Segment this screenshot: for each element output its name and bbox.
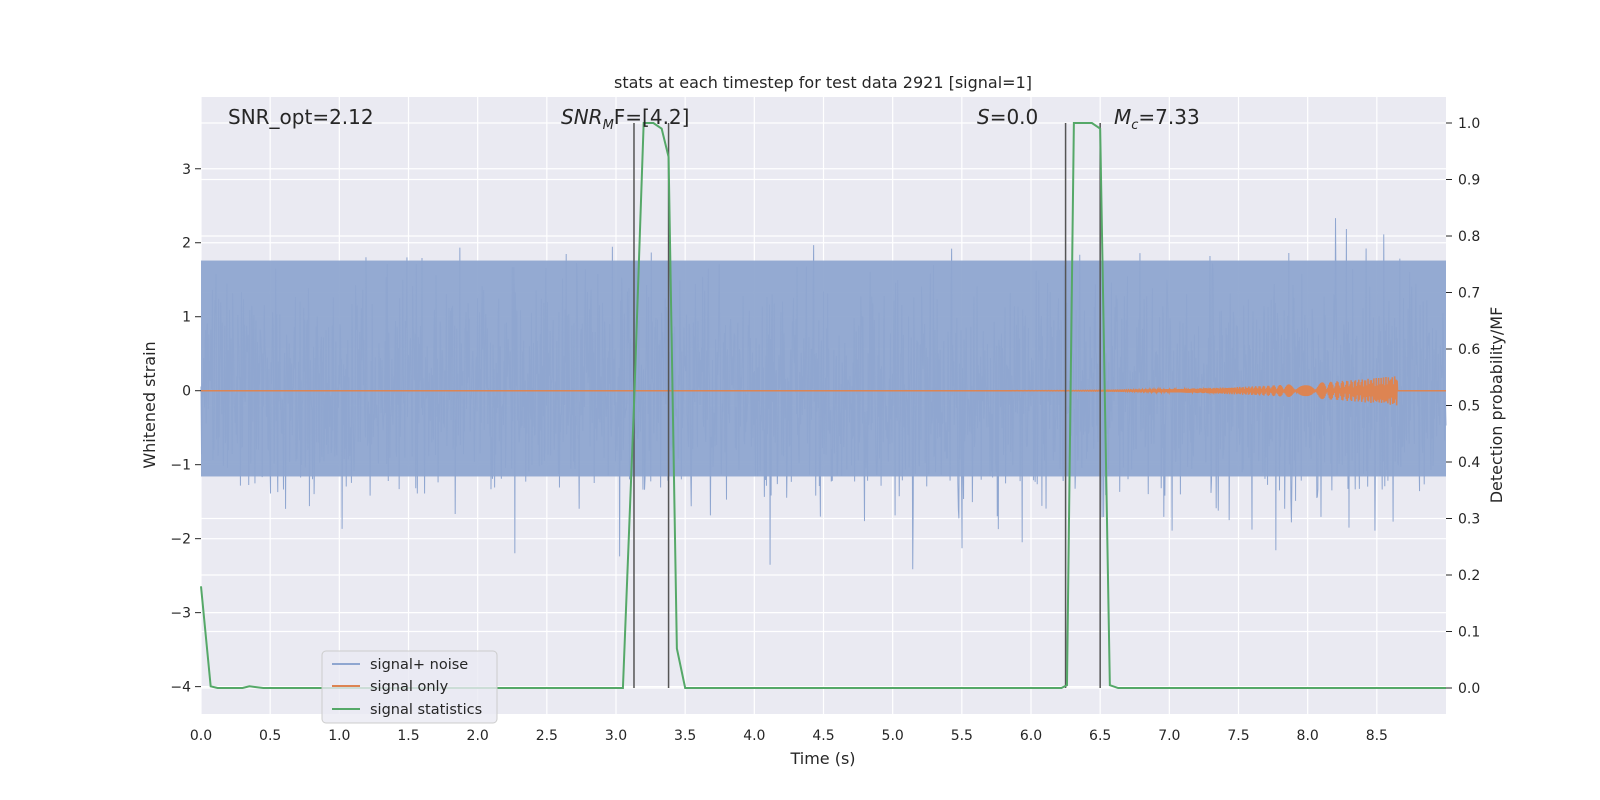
x-tick-label: 2.0	[467, 728, 489, 744]
legend-label-signal-noise: signal+ noise	[370, 657, 468, 673]
y-left-tick-labels: 3 2 1 0 −1 −2 −3 −4	[170, 162, 201, 696]
x-tick-label: 4.0	[743, 728, 765, 744]
x-tick-label: 0.0	[190, 728, 212, 744]
legend: signal+ noise signal only signal statist…	[321, 650, 498, 724]
x-tick-label: 1.5	[397, 728, 419, 744]
y-right-tick-label: 0.0	[1458, 681, 1480, 697]
x-tick-label: 5.5	[951, 728, 973, 744]
y-right-tick-label: 0.7	[1458, 285, 1480, 301]
annotation-mc-main: M	[1114, 105, 1131, 129]
annotation-s-main: S	[977, 105, 990, 129]
y-right-tick-label: 1.0	[1458, 116, 1480, 132]
x-tick-label: 8.0	[1297, 728, 1319, 744]
annotation-mc-sub: c	[1131, 118, 1138, 133]
y-left-tick-label: −4	[170, 680, 191, 696]
x-tick-label: 5.0	[882, 728, 904, 744]
annotation-snr-mf-tail: F=[4.2]	[614, 105, 690, 129]
y-right-tick-label: 0.1	[1458, 625, 1480, 641]
noise-line	[200, 218, 1447, 570]
x-tick-label: 2.5	[536, 728, 558, 744]
annotation-mc: Mc=7.33	[1114, 105, 1200, 133]
y-right-tick-label: 0.6	[1458, 342, 1480, 358]
y-right-tick-label: 0.3	[1458, 512, 1480, 528]
x-tick-label: 7.0	[1158, 728, 1180, 744]
legend-label-signal-statistics: signal statistics	[370, 702, 482, 718]
legend-label-signal-only: signal only	[370, 679, 449, 695]
signal-only-line	[201, 376, 1446, 406]
x-tick-label: 3.0	[605, 728, 627, 744]
x-tick-label: 1.0	[328, 728, 350, 744]
x-tick-label: 7.5	[1227, 728, 1249, 744]
y-left-tick-label: 1	[182, 310, 191, 326]
series-signal-statistics	[200, 121, 1446, 690]
y-right-tick-label: 0.2	[1458, 568, 1480, 584]
y-left-tick-label: 0	[182, 384, 191, 400]
signal-statistics-line	[200, 121, 1446, 690]
y-left-tick-label: 3	[182, 162, 191, 178]
series-signal-noise	[200, 218, 1447, 570]
x-tick-label: 8.5	[1366, 728, 1388, 744]
y-left-tick-label: −2	[170, 532, 191, 548]
x-tick-label: 3.5	[674, 728, 696, 744]
y-right-tick-labels: 1.0 0.9 0.8 0.7 0.6 0.5 0.4 0.3 0.2 0.1 0.0	[1446, 116, 1480, 697]
y-right-tick-label: 0.4	[1458, 455, 1480, 471]
x-tick-label: 4.5	[812, 728, 834, 744]
y-right-tick-label: 0.5	[1458, 399, 1480, 415]
y-axis-label-left: Whitened strain	[140, 341, 159, 468]
x-tick-label: 6.0	[1020, 728, 1042, 744]
series-signal-only	[201, 376, 1446, 406]
x-tick-label: 6.5	[1089, 728, 1111, 744]
x-tick-label: 0.5	[259, 728, 281, 744]
annotation-mc-tail: =7.33	[1138, 105, 1199, 129]
annotation-s-tail: =0.0	[990, 105, 1039, 129]
y-axis-label-right: Detection probability/MF	[1487, 307, 1506, 504]
annotation-s: S=0.0	[977, 105, 1038, 129]
y-left-tick-label: 2	[182, 236, 191, 252]
annotation-snr-opt: SNR_opt=2.12	[228, 105, 374, 129]
annotation-snr-mf-sub: M	[603, 118, 614, 133]
x-axis-label: Time (s)	[789, 749, 855, 768]
y-right-tick-label: 0.9	[1458, 172, 1480, 188]
annotation-snr-mf: SNRMF=[4.2]	[561, 105, 689, 133]
x-tick-labels: 0.0 0.5 1.0 1.5 2.0 2.5 3.0 3.5 4.0 4.5 5.0 5.5 6.0 6…	[190, 728, 1388, 744]
chart-title: stats at each timestep for test data 292…	[614, 73, 1032, 92]
legend-box	[321, 650, 498, 724]
annotation-snr-mf-main: SNR	[561, 105, 603, 129]
y-right-tick-label: 0.8	[1458, 229, 1480, 245]
y-left-tick-label: −1	[170, 458, 191, 474]
y-left-tick-label: −3	[170, 606, 191, 622]
